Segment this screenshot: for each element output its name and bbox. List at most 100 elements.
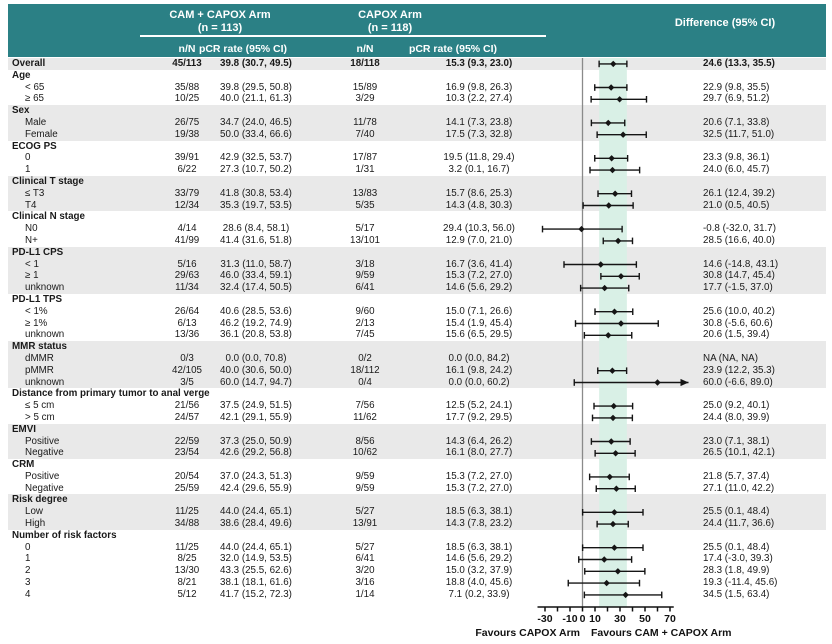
row-label: dMMR <box>25 352 54 364</box>
difference-cell: 17.7 (-1.5, 37.0) <box>703 282 773 294</box>
difference-cell: 24.4 (8.0, 39.9) <box>703 411 770 423</box>
capox-pcr-cell: 16.1 (9.8, 24.2) <box>445 364 513 376</box>
cam-nN-cell: 4/14 <box>177 223 197 235</box>
cam-pcr-cell: 41.7 (15.2, 72.3) <box>220 588 292 600</box>
row-label: ≤ 5 cm <box>25 400 55 412</box>
x-axis-tick-label: 70 <box>664 613 676 625</box>
cam-pcr-cell: 32.4 (17.4, 50.5) <box>220 282 292 294</box>
capox-pcr-cell: 15.3 (7.2, 27.0) <box>445 470 513 482</box>
cam-pcr-cell: 41.8 (30.8, 53.4) <box>220 187 292 199</box>
table-row: unknown 13/36 36.1 (20.8, 53.8) 7/45 15.6 (6… <box>8 329 826 341</box>
cam-nN-cell: 11/25 <box>175 506 199 518</box>
capox-nN-cell: 3/20 <box>355 565 375 577</box>
capox-pcr-cell: 16.9 (9.8, 26.3) <box>445 81 513 93</box>
row-label: N+ <box>25 234 38 246</box>
capox-pcr-cell: 12.5 (5.2, 24.1) <box>445 400 513 412</box>
row-label: Positive <box>25 470 60 482</box>
capox-nN-cell: 13/101 <box>350 234 380 246</box>
capox-pcr-cell: 14.3 (6.4, 26.2) <box>445 435 513 447</box>
row-label: < 1 <box>25 258 39 270</box>
table-row: Female 19/38 50.0 (33.4, 66.6) 7/40 17.5 (7.… <box>8 128 826 141</box>
capox-nN-cell: 13/83 <box>352 187 378 199</box>
table-row: ≥ 1% 6/13 46.2 (19.2, 74.9) 2/13 15.4 (1.9, … <box>8 318 826 330</box>
capox-pcr-cell: 15.0 (3.2, 37.9) <box>445 565 513 577</box>
table-row: Clinical T stage <box>8 175 826 188</box>
capox-nN-cell: 9/59 <box>355 470 375 482</box>
cam-pcr-cell: 60.0 (14.7, 94.7) <box>220 376 292 388</box>
difference-cell: 17.4 (-3.0, 39.3) <box>703 553 773 565</box>
capox-nN-cell: 7/40 <box>355 128 375 140</box>
row-label: 2 <box>25 565 31 577</box>
capox-nN-cell: 5/17 <box>355 223 375 235</box>
row-label: 0 <box>25 541 31 553</box>
arm2-pcr-colhead: pCR rate (95% CI) <box>408 43 498 55</box>
table-row: EMVI <box>8 423 826 436</box>
row-label: 1 <box>25 553 31 565</box>
cam-pcr-cell: 32.0 (14.9, 53.5) <box>220 553 292 565</box>
difference-cell: 23.9 (12.2, 35.3) <box>703 364 775 376</box>
cam-nN-cell: 8/25 <box>177 553 197 565</box>
cam-nN-cell: 41/99 <box>174 234 200 246</box>
table-row: Male 26/75 34.7 (24.0, 46.5) 11/78 14.1 (7.3… <box>8 116 826 129</box>
difference-cell: 29.7 (6.9, 51.2) <box>703 93 770 105</box>
table-row: High 34/88 38.6 (28.4, 49.6) 13/91 14.3 (7.8… <box>8 518 826 530</box>
capox-pcr-cell: 0.0 (0.0, 84.2) <box>448 352 510 364</box>
difference-cell: 14.6 (-14.8, 43.1) <box>703 258 779 270</box>
capox-pcr-cell: 18.8 (4.0, 45.6) <box>445 577 513 589</box>
cam-pcr-cell: 50.0 (33.4, 66.6) <box>220 128 292 140</box>
row-label: < 65 <box>25 81 45 93</box>
cam-nN-cell: 13/30 <box>174 565 200 577</box>
row-label: Negative <box>25 447 64 459</box>
capox-nN-cell: 7/56 <box>355 400 375 412</box>
capox-nN-cell: 15/89 <box>352 81 378 93</box>
table-header: CAM + CAPOX Arm (n = 113) CAPOX Arm (n =… <box>8 4 826 57</box>
capox-nN-cell: 9/59 <box>355 270 375 282</box>
cam-pcr-cell: 42.6 (29.2, 56.8) <box>220 447 292 459</box>
capox-nN-cell: 13/91 <box>352 518 378 530</box>
table-row: ≥ 65 10/25 40.0 (21.1, 61.3) 3/29 10.3 (2.2,… <box>8 93 826 105</box>
cam-nN-cell: 19/38 <box>174 128 200 140</box>
capox-nN-cell: 11/78 <box>353 116 377 128</box>
cam-nN-cell: 23/54 <box>174 447 200 459</box>
row-label: ≤ T3 <box>25 187 45 199</box>
arm1-nN-colhead: n/N <box>178 43 196 55</box>
cam-nN-cell: 42/105 <box>172 364 202 376</box>
cam-nN-cell: 22/59 <box>174 435 200 447</box>
cam-pcr-cell: 40.0 (21.1, 61.3) <box>220 93 292 105</box>
row-label: Positive <box>25 435 60 447</box>
table-row: 3 8/21 38.1 (18.1, 61.6) 3/16 18.8 (4.0, 45.… <box>8 577 826 589</box>
cam-nN-cell: 6/13 <box>177 317 197 329</box>
arm1-n: (n = 113) <box>197 22 243 34</box>
row-label: 4 <box>25 588 31 600</box>
cam-pcr-cell: 28.6 (8.4, 58.1) <box>222 223 290 235</box>
capox-pcr-cell: 19.5 (11.8, 29.4) <box>443 152 515 164</box>
cam-nN-cell: 3/5 <box>180 376 194 388</box>
cam-nN-cell: 8/21 <box>177 577 197 589</box>
cam-nN-cell: 34/88 <box>174 518 200 530</box>
cam-nN-cell: 39/91 <box>174 152 200 164</box>
table-row: Positive 22/59 37.3 (25.0, 50.9) 8/56 14.3 (… <box>8 435 826 448</box>
table-row: Negative 23/54 42.6 (29.2, 56.8) 10/62 16.1 … <box>8 447 826 460</box>
row-label: unknown <box>25 329 65 341</box>
capox-nN-cell: 8/56 <box>355 435 375 447</box>
capox-pcr-cell: 12.9 (7.0, 21.0) <box>445 234 513 246</box>
x-axis-tick-label: 30 <box>614 613 626 625</box>
capox-pcr-cell: 14.6 (5.6, 29.2) <box>445 282 513 294</box>
capox-nN-cell: 17/87 <box>352 152 378 164</box>
row-label: PD-L1 TPS <box>12 293 63 305</box>
cam-pcr-cell: 46.2 (19.2, 74.9) <box>220 317 292 329</box>
table-row: N+ 41/99 41.4 (31.6, 51.8) 13/101 12.9 (7.0,… <box>8 235 826 247</box>
table-row: unknown 11/34 32.4 (17.4, 50.5) 6/41 14.6 (5… <box>8 282 826 294</box>
capox-pcr-cell: 10.3 (2.2, 27.4) <box>445 93 513 105</box>
arm1-header: CAM + CAPOX Arm (n = 113) <box>120 9 320 35</box>
difference-cell: 20.6 (1.5, 39.4) <box>703 329 770 341</box>
cam-nN-cell: 10/25 <box>174 93 200 105</box>
x-axis-tick-label: 10 <box>589 613 601 625</box>
capox-nN-cell: 7/45 <box>355 329 375 341</box>
cam-pcr-cell: 37.0 (24.3, 51.3) <box>220 470 292 482</box>
capox-nN-cell: 6/41 <box>355 553 375 565</box>
cam-pcr-cell: 38.1 (18.1, 61.6) <box>220 577 292 589</box>
cam-pcr-cell: 38.6 (28.4, 49.6) <box>220 518 292 530</box>
difference-cell: 24.6 (13.3, 35.5) <box>703 58 775 69</box>
